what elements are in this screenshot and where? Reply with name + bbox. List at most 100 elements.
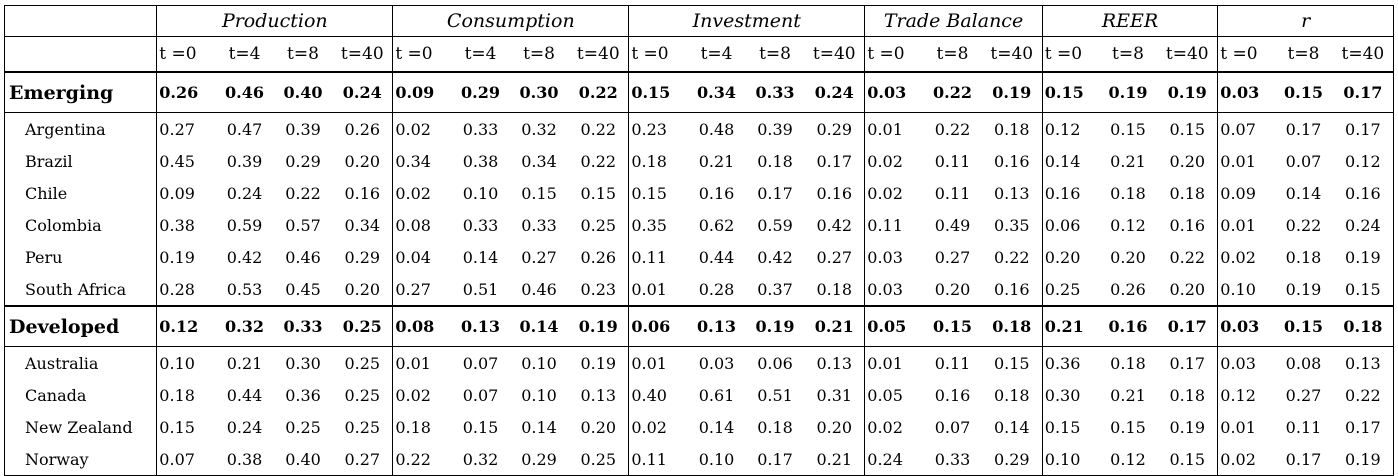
- value-cell: 0.16: [1041, 177, 1099, 209]
- value-cell: 0.34: [521, 151, 557, 171]
- value-cell: 0.57: [285, 215, 321, 235]
- value-cell: 0.46: [215, 71, 274, 113]
- value-cell: 0.25: [344, 353, 381, 373]
- value-cell: 0.11: [1285, 417, 1322, 437]
- value-cell: 0.14: [993, 417, 1030, 437]
- value-cell: 0.62: [698, 215, 735, 235]
- value-cell: 0.36: [285, 385, 321, 405]
- subheader-row: t =0 t=4 t=8 t=40 t =0 t=4 t=8 t=40 t =0 t=4 t=8 t=…: [5, 36, 1394, 72]
- value-cell: 0.15: [1345, 279, 1381, 299]
- value-cell: 0.39: [757, 119, 793, 139]
- value-cell: 0.12: [156, 305, 216, 347]
- country-row: Brazil 0.45 0.39 0.29 0.20 0.34 0.38 0.34 0.22 0.…: [5, 145, 1394, 177]
- value-cell: 0.08: [392, 305, 452, 347]
- value-cell: 0.14: [462, 247, 499, 267]
- value-cell: 0.15: [1274, 71, 1333, 113]
- value-cell: 0.10: [698, 449, 735, 469]
- value-cell: 0.16: [698, 183, 735, 203]
- value-cell: 0.10: [521, 385, 557, 405]
- group-row: Developed 0.12 0.32 0.33 0.25 0.08 0.13 0.14 0.1…: [4, 305, 1394, 347]
- value-cell: 0.32: [462, 449, 499, 469]
- value-cell: 0.42: [757, 247, 793, 267]
- value-cell: 0.19: [1098, 71, 1158, 113]
- group-header-row: Production Consumption Investment Trade Bal…: [4, 5, 1394, 37]
- value-cell: 0.27: [521, 247, 557, 267]
- value-cell: 0.51: [757, 385, 793, 405]
- country-label: Argentina: [25, 119, 106, 139]
- value-cell: 0.38: [226, 449, 263, 469]
- value-cell: 0.18: [628, 145, 688, 177]
- value-cell: 0.10: [521, 353, 557, 373]
- value-cell: 0.16: [993, 151, 1030, 171]
- value-cell: 0.22: [934, 119, 971, 139]
- value-cell: 0.19: [1345, 247, 1381, 267]
- country-row: Canada 0.18 0.44 0.36 0.25 0.02 0.07 0.10 0.13 0.…: [5, 379, 1394, 411]
- group-header: r: [1217, 5, 1394, 37]
- value-cell: 0.21: [804, 305, 865, 347]
- value-cell: 0.29: [451, 71, 510, 113]
- value-cell: 0.02: [864, 411, 924, 443]
- value-cell: 0.18: [1332, 305, 1394, 347]
- value-cell: 0.15: [1041, 71, 1099, 113]
- value-cell: 0.08: [392, 209, 452, 241]
- value-cell: 0.11: [628, 241, 688, 273]
- value-cell: 0.14: [509, 305, 569, 347]
- value-cell: 0.12: [1345, 151, 1381, 171]
- value-cell: 0.06: [628, 305, 688, 347]
- value-cell: 0.39: [226, 151, 263, 171]
- value-cell: 0.29: [816, 119, 853, 139]
- value-cell: 0.26: [156, 71, 216, 113]
- value-cell: 0.11: [934, 151, 971, 171]
- value-cell: 0.22: [392, 443, 452, 476]
- value-cell: 0.20: [816, 417, 853, 437]
- value-cell: 0.10: [1217, 273, 1275, 306]
- country-row: Argentina 0.27 0.47 0.39 0.26 0.02 0.33 0.32 0.2…: [5, 112, 1394, 145]
- value-cell: 0.16: [993, 279, 1030, 299]
- period-header: t=8: [1112, 44, 1144, 64]
- value-cell: 0.15: [1169, 449, 1206, 469]
- value-cell: 0.07: [462, 353, 499, 373]
- value-cell: 0.19: [1157, 71, 1218, 113]
- table-body: Emerging 0.26 0.46 0.40 0.24 0.09 0.29 0.30 0.22…: [4, 71, 1394, 476]
- value-cell: 0.09: [392, 71, 452, 113]
- value-cell: 0.06: [757, 353, 793, 373]
- value-cell: 0.10: [1041, 443, 1099, 476]
- value-cell: 0.03: [864, 71, 924, 113]
- value-cell: 0.24: [226, 183, 263, 203]
- country-label: Norway: [25, 449, 89, 469]
- value-cell: 0.21: [1110, 385, 1146, 405]
- value-cell: 0.09: [156, 177, 216, 209]
- value-cell: 0.03: [698, 353, 735, 373]
- value-cell: 0.01: [628, 346, 688, 379]
- value-cell: 0.26: [580, 247, 617, 267]
- value-cell: 0.12: [1110, 449, 1146, 469]
- value-cell: 0.15: [993, 353, 1030, 373]
- value-cell: 0.18: [993, 385, 1030, 405]
- country-row: Australia 0.10 0.21 0.30 0.25 0.01 0.07 0.10 0.1…: [5, 346, 1394, 379]
- value-cell: 0.20: [1169, 279, 1206, 299]
- value-cell: 0.14: [698, 417, 735, 437]
- value-cell: 0.27: [934, 247, 971, 267]
- value-cell: 0.27: [392, 273, 452, 306]
- value-cell: 0.45: [156, 145, 216, 177]
- value-cell: 0.25: [580, 215, 617, 235]
- value-cell: 0.17: [757, 449, 793, 469]
- value-cell: 0.59: [757, 215, 793, 235]
- value-cell: 0.33: [745, 71, 805, 113]
- value-cell: 0.15: [462, 417, 499, 437]
- group-label: Developed: [4, 305, 157, 347]
- value-cell: 0.16: [934, 385, 971, 405]
- value-cell: 0.14: [1041, 145, 1099, 177]
- value-cell: 0.18: [757, 417, 793, 437]
- value-cell: 0.29: [285, 151, 321, 171]
- country-row: Colombia 0.38 0.59 0.57 0.34 0.08 0.33 0.33 0.25…: [5, 209, 1394, 241]
- value-cell: 0.17: [1345, 119, 1381, 139]
- value-cell: 0.02: [392, 177, 452, 209]
- value-cell: 0.11: [864, 209, 924, 241]
- period-header: t=40: [990, 44, 1034, 64]
- value-cell: 0.38: [462, 151, 499, 171]
- value-cell: 0.33: [273, 305, 333, 347]
- value-cell: 0.10: [462, 183, 499, 203]
- value-cell: 0.18: [392, 411, 452, 443]
- group-header: Investment: [628, 5, 865, 37]
